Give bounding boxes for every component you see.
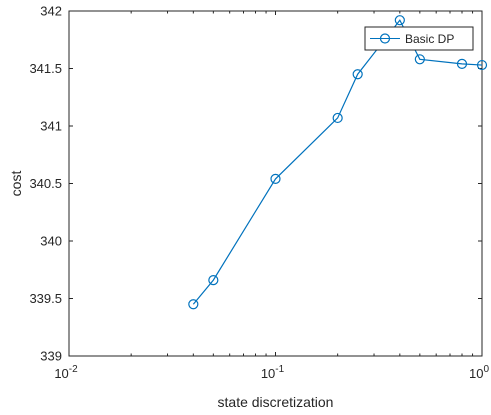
series-layer: [188, 15, 488, 310]
legend-series-marker: [379, 33, 391, 44]
y-tick-label: 341.5: [29, 61, 62, 76]
x-tick-exponent: 0: [483, 364, 489, 375]
y-axis-title: cost: [8, 171, 24, 197]
x-tick-exponent: -2: [69, 364, 78, 375]
data-point: [414, 54, 425, 65]
x-tick-base: 10: [469, 366, 483, 381]
x-tick-label: 100: [469, 364, 489, 381]
legend-box: [364, 26, 474, 51]
y-tick-label: 340: [40, 234, 62, 249]
legend: Basic DP: [364, 26, 474, 51]
x-tick-base: 10: [261, 366, 275, 381]
data-point: [270, 173, 281, 184]
data-point: [332, 112, 343, 124]
data-point: [352, 69, 363, 80]
y-tick-label: 340.5: [29, 176, 62, 191]
x-tick-exponent: -1: [275, 364, 284, 375]
data-point: [394, 15, 405, 26]
data-point: [456, 58, 468, 70]
data-point: [188, 299, 199, 310]
y-tick-label: 339: [40, 349, 62, 364]
series-line: [192, 19, 483, 305]
x-tick-label: 10-1: [261, 364, 285, 381]
legend-label: Basic DP: [405, 32, 454, 46]
y-tick-label: 341: [40, 119, 62, 134]
x-tick-base: 10: [54, 366, 68, 381]
y-tick-label: 342: [40, 4, 62, 19]
data-point: [476, 59, 488, 71]
x-axis-title: state discretization: [218, 394, 334, 410]
data-point: [208, 275, 219, 286]
x-tick-label: 10-2: [54, 364, 78, 381]
y-tick-label: 339.5: [29, 291, 62, 306]
